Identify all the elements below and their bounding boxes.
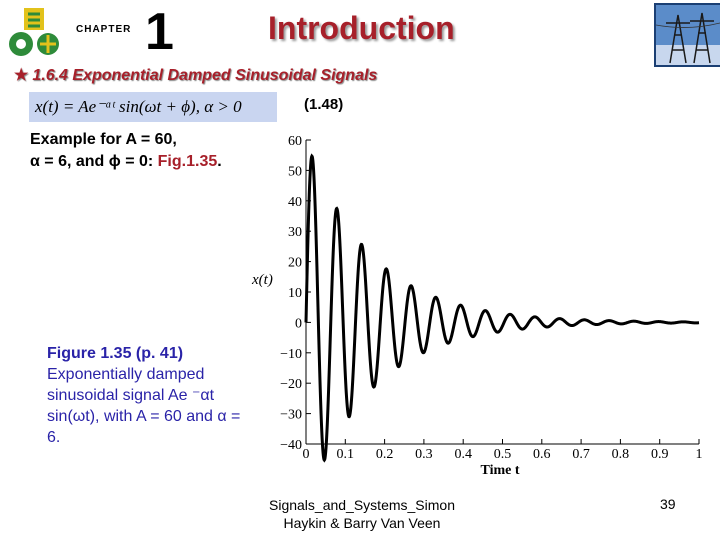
section-heading: ★ 1.6.4 Exponential Damped Sinusoidal Sig… [14,65,377,85]
data-point [559,317,561,320]
data-point [695,322,697,324]
caption-title: Figure 1.35 (p. 41) [47,345,184,362]
data-point [484,309,487,312]
peak-points [311,155,697,461]
x-tick-label: 0 [303,447,310,462]
data-point [596,323,598,326]
y-tick-label: 30 [288,225,302,240]
series-line [304,153,700,463]
caption-body: Exponentially damped sinusoidal signal A… [47,366,241,446]
x-tick-label: 0.1 [337,447,355,462]
data-point [385,268,388,270]
y-tick-label: 0 [295,316,302,331]
data-point [422,352,425,354]
data-point [534,316,536,318]
data-point [521,328,524,330]
example-line-2-text: α = 6, and ϕ = 0: [30,153,158,170]
x-tick-label: 0.9 [651,447,669,462]
data-point [348,415,351,418]
x-axis-ticks: 0 0.1 0.2 0.3 0.4 0.5 0.6 0.7 0.8 0.9 1 [303,439,703,462]
y-tick-label: 50 [288,164,302,179]
data-point [682,320,685,323]
equation-number: (1.48) [304,96,344,113]
power-tower-image [654,3,720,67]
x-axis-label: Time t [480,463,519,478]
data-point [447,342,450,345]
data-point [435,296,437,298]
data-point [472,335,474,338]
y-tick-label: 10 [288,286,302,301]
y-tick-label: −10 [280,347,302,362]
data-point [633,320,635,322]
x-tick-label: 1 [696,447,703,462]
footer-reference: Signals_and_Systems_Simon Haykin & Barry… [262,496,462,532]
example-line-1: Example for A = 60, [30,131,177,148]
data-point [571,324,573,327]
y-tick-label: 40 [288,195,302,210]
data-point [410,284,413,287]
figure-caption: Figure 1.35 (p. 41) Exponentially damped… [47,343,257,448]
data-point [361,243,363,246]
data-point [670,322,672,325]
example-line-2: α = 6, and ϕ = 0: Fig.1.35. [30,151,270,173]
y-tick-label: −40 [280,438,302,453]
y-tick-label: −30 [280,408,302,423]
slide-title: Introduction [268,10,455,46]
data-point [658,320,660,323]
university-logo [9,8,59,56]
footer-line-1: Signals_and_Systems_Simon [269,497,455,513]
chapter-label: CHAPTER [76,24,132,35]
data-point [397,365,400,368]
x-tick-label: 0.8 [612,447,630,462]
data-point [546,326,549,328]
y-axis-label: x(t) [251,272,273,288]
data-point [583,318,586,321]
section-heading-text: 1.6.4 Exponential Damped Sinusoidal Sign… [32,67,378,84]
data-point [509,313,512,315]
chapter-number: 1 [145,3,174,61]
x-tick-label: 0.3 [415,447,433,462]
data-point [373,386,375,388]
x-tick-label: 0.7 [572,447,590,462]
equation: x(t) = Ae⁻ᵅᵗ sin(ωt + ϕ), α > 0 [35,97,242,116]
data-point [311,155,314,158]
data-point [608,319,611,322]
figure-link[interactable]: Fig.1.35 [157,153,218,170]
x-tick-label: 0.6 [533,447,551,462]
page-number: 39 [660,496,676,512]
x-tick-label: 0.4 [454,447,472,462]
example-text: Example for A = 60, α = 6, and ϕ = 0: Fi… [30,129,270,173]
footer-line-2: Haykin & Barry Van Veen [283,515,441,531]
equation-box: x(t) = Ae⁻ᵅᵗ sin(ωt + ϕ), α > 0 [29,92,277,122]
star-icon: ★ [14,67,29,84]
x-tick-label: 0.5 [494,447,512,462]
data-point [460,304,462,306]
y-tick-label: −20 [280,377,302,392]
y-tick-label: 20 [288,256,302,271]
data-point [323,459,326,461]
data-point [496,331,499,333]
data-point [620,323,623,325]
data-point [645,322,648,325]
y-tick-label: 60 [288,134,302,149]
x-tick-label: 0.2 [376,447,394,462]
example-line-2-end: . [217,153,222,170]
data-point [336,207,338,210]
